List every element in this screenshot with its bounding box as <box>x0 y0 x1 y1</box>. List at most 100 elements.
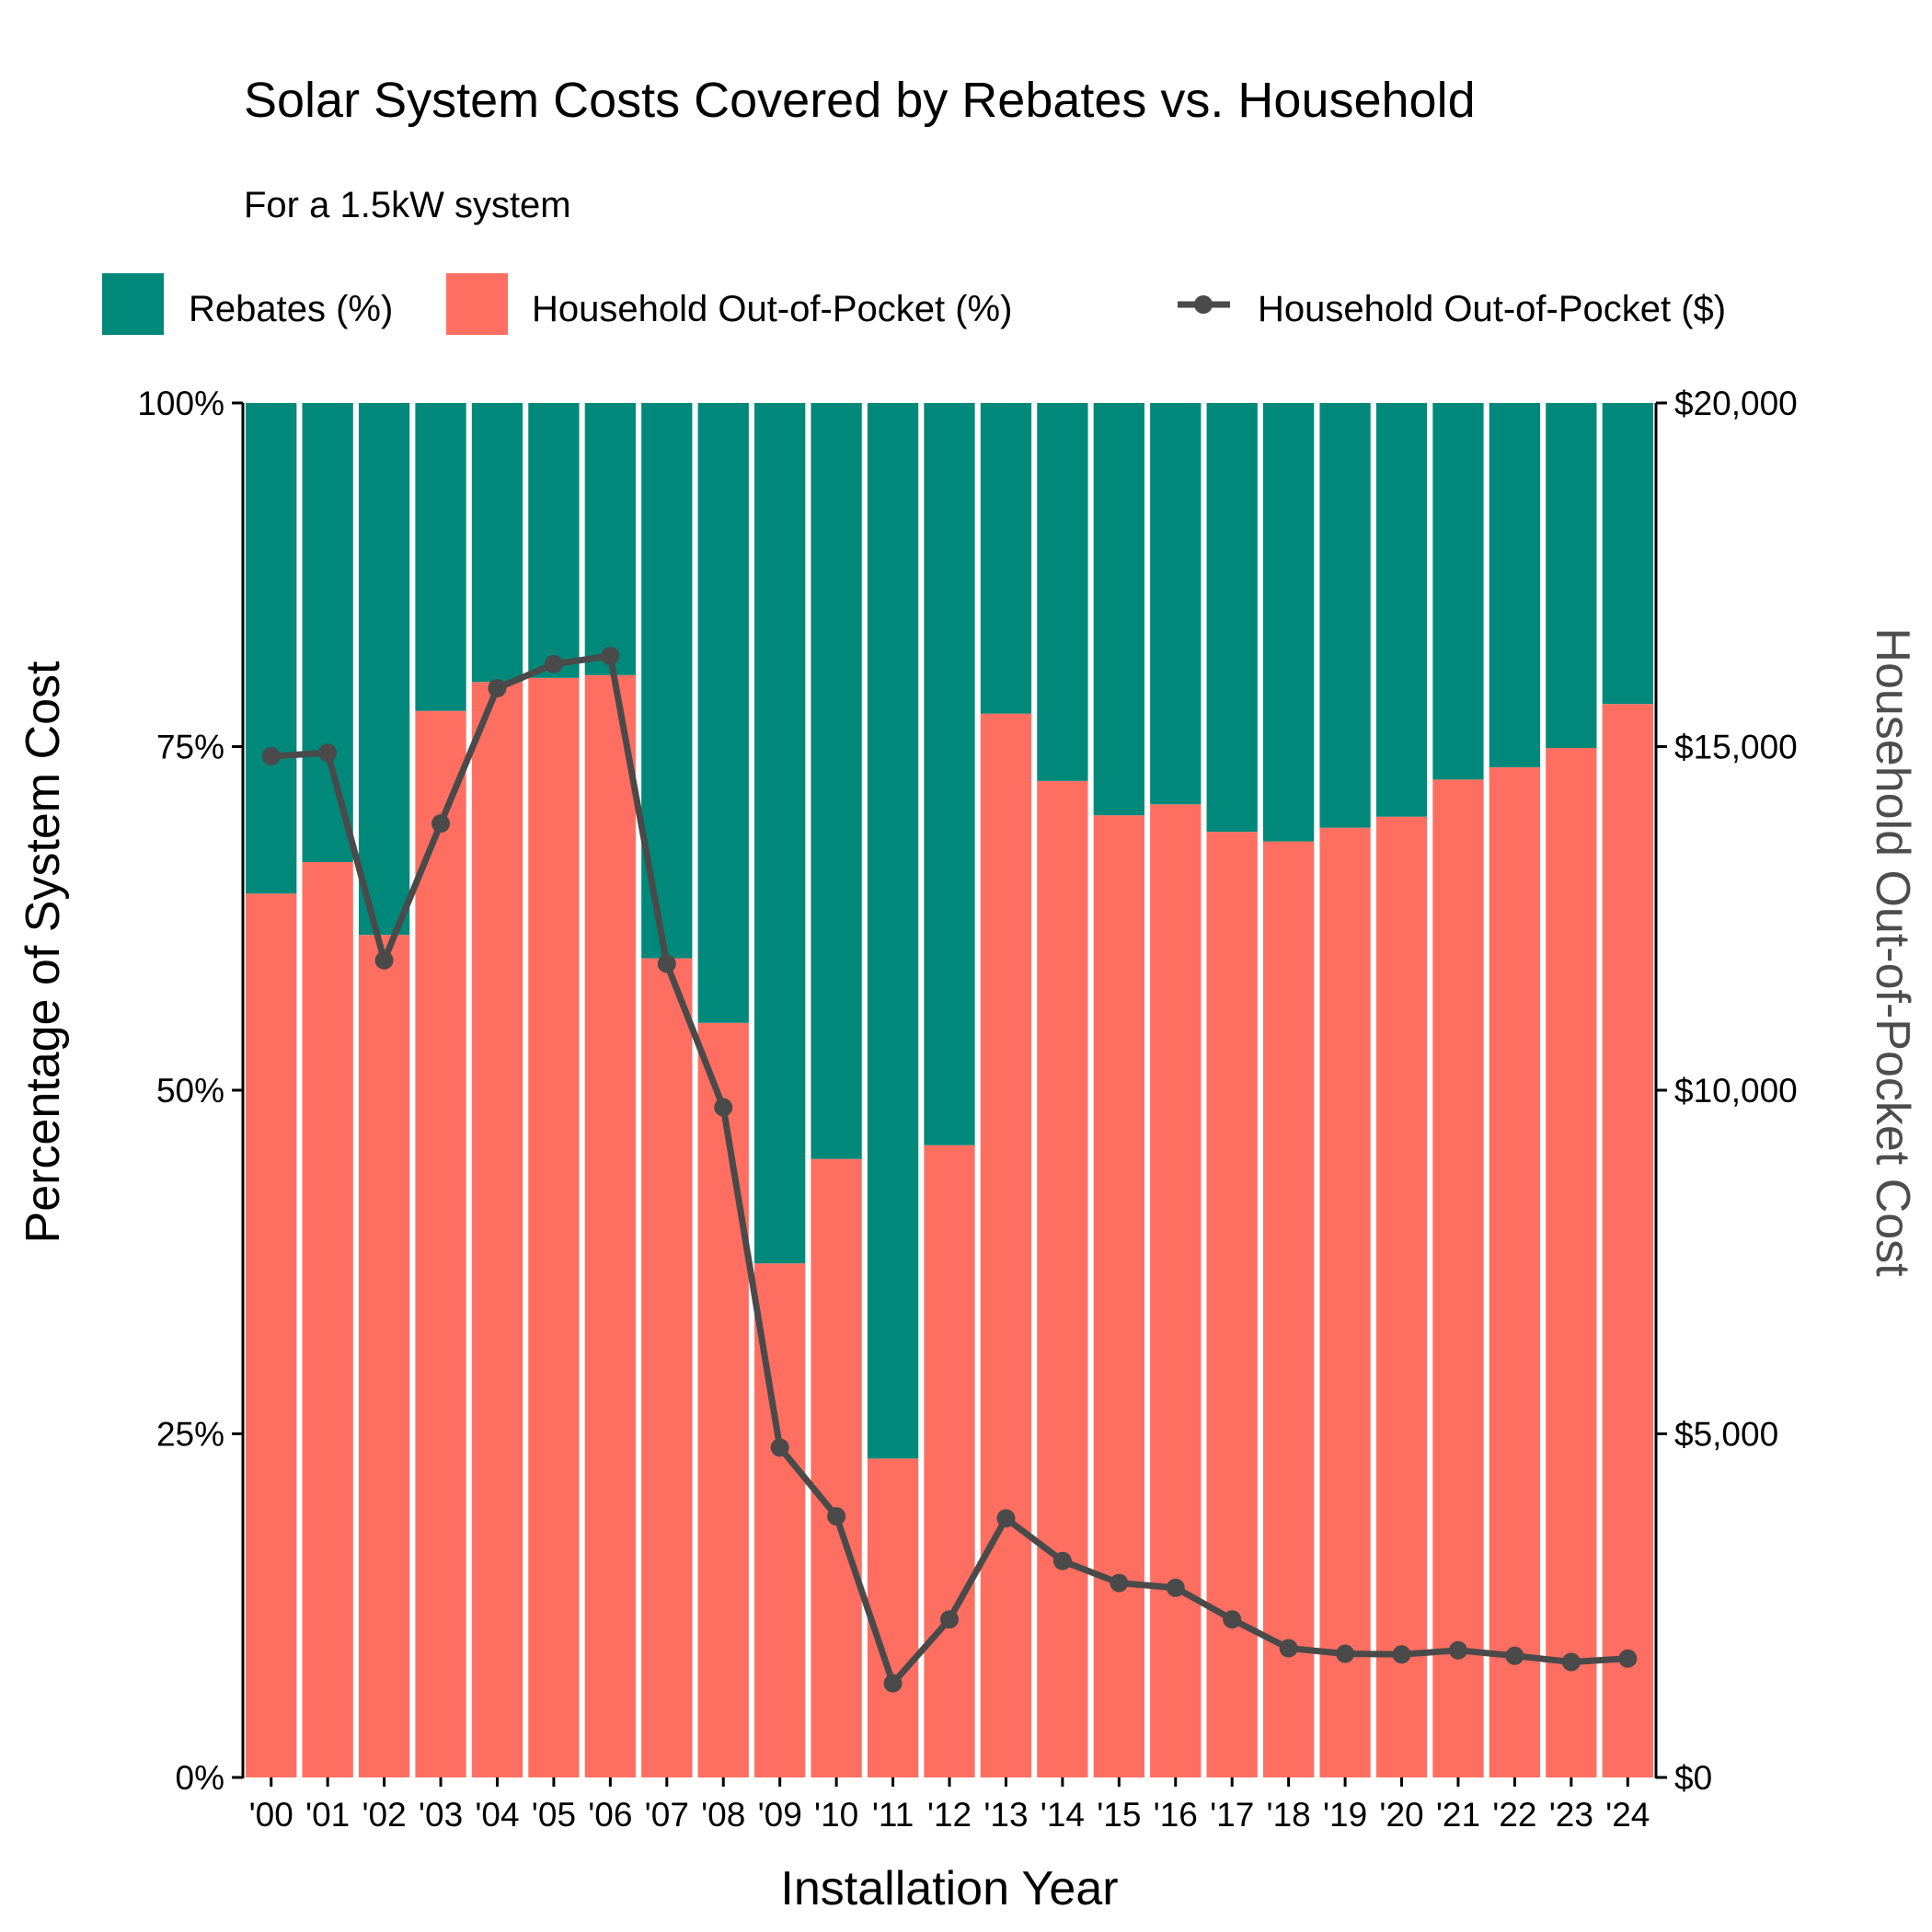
bar-rebates <box>528 403 580 678</box>
legend-label-household-dollar: Household Out-of-Pocket ($) <box>1258 289 1726 329</box>
bar-rebates <box>924 403 975 1145</box>
bar-household-pct <box>1319 827 1371 1777</box>
point-household-dollar <box>1561 1652 1581 1672</box>
point-household-dollar <box>488 679 507 698</box>
point-household-dollar <box>1223 1610 1242 1629</box>
y-tick-label: 50% <box>156 1072 224 1110</box>
x-tick-label: '09 <box>758 1796 802 1834</box>
x-tick-label: '23 <box>1549 1796 1593 1834</box>
bar-rebates <box>246 403 297 894</box>
y-right-tick-label: $0 <box>1674 1759 1712 1797</box>
x-tick-label: '08 <box>701 1796 745 1834</box>
bar-household-pct <box>1093 815 1144 1778</box>
point-household-dollar <box>1166 1578 1185 1597</box>
bar-rebates <box>1262 403 1315 842</box>
point-household-dollar <box>996 1509 1016 1528</box>
point-household-dollar <box>374 950 394 970</box>
bar-rebates <box>1319 403 1371 828</box>
bar-rebates <box>754 403 806 1264</box>
bar-household-pct <box>1150 804 1202 1777</box>
x-tick-label: '15 <box>1097 1796 1141 1834</box>
chart-subtitle: For a 1.5kW system <box>244 185 571 225</box>
legend-swatch-rebates <box>102 273 164 335</box>
bar-household-pct <box>584 674 637 1777</box>
x-tick-label: '03 <box>419 1796 463 1834</box>
y-tick-label: 0% <box>176 1759 224 1797</box>
point-household-dollar <box>770 1438 789 1457</box>
point-household-dollar <box>318 743 338 763</box>
bar-rebates <box>867 403 919 1459</box>
x-tick-label: '16 <box>1154 1796 1198 1834</box>
bar-rebates <box>1206 403 1258 833</box>
bar-household-pct <box>302 861 353 1777</box>
bar-rebates <box>1489 403 1541 767</box>
point-household-dollar <box>601 646 620 665</box>
point-household-dollar <box>940 1610 959 1629</box>
chart-title: Solar System Costs Covered by Rebates vs… <box>244 73 1476 128</box>
point-household-dollar <box>1618 1649 1638 1668</box>
point-household-dollar <box>1052 1551 1072 1570</box>
bar-household-pct <box>1546 747 1597 1777</box>
point-household-dollar <box>714 1098 733 1117</box>
legend-swatch-household-pct <box>446 273 508 335</box>
y-tick-label: 100% <box>137 385 224 422</box>
bar-household-pct <box>1037 780 1088 1777</box>
x-tick-label: '22 <box>1492 1796 1536 1834</box>
bar-household-pct <box>1602 704 1653 1777</box>
x-tick-label: '01 <box>305 1796 350 1834</box>
bar-household-pct <box>924 1144 975 1777</box>
x-tick-label: '02 <box>362 1796 406 1834</box>
y-axis-title: Percentage of System Cost <box>17 661 70 1244</box>
bar-household-pct <box>415 710 466 1777</box>
bar-rebates <box>415 403 466 711</box>
bar-rebates <box>1375 403 1428 817</box>
y-right-tick-label: $20,000 <box>1674 385 1798 422</box>
bar-rebates <box>471 403 523 683</box>
point-household-dollar <box>827 1507 846 1526</box>
x-tick-label: '07 <box>645 1796 689 1834</box>
y-tick-label: 75% <box>156 729 224 766</box>
legend-label-rebates: Rebates (%) <box>189 289 393 329</box>
point-household-dollar <box>261 746 281 765</box>
bar-household-pct <box>811 1158 862 1777</box>
x-tick-label: '20 <box>1379 1796 1423 1834</box>
bar-rebates <box>1546 403 1597 748</box>
bar-household-pct <box>1262 841 1315 1777</box>
x-tick-label: '04 <box>475 1796 519 1834</box>
x-tick-label: '17 <box>1210 1796 1254 1834</box>
bar-household-pct <box>697 1022 749 1777</box>
bar-household-pct <box>358 935 410 1777</box>
x-axis-title: Installation Year <box>780 1862 1118 1915</box>
bar-rebates <box>697 403 749 1023</box>
bar-household-pct <box>867 1458 919 1777</box>
bar-rebates <box>584 403 637 675</box>
legend-marker-household-dollar <box>1194 295 1213 314</box>
bar-rebates <box>1093 403 1144 816</box>
x-tick-label: '18 <box>1267 1796 1311 1834</box>
x-tick-label: '10 <box>814 1796 858 1834</box>
point-household-dollar <box>431 814 451 834</box>
x-tick-label: '11 <box>872 1796 914 1834</box>
x-tick-label: '21 <box>1436 1796 1480 1834</box>
x-tick-label: '06 <box>588 1796 632 1834</box>
bar-rebates <box>1602 403 1653 705</box>
x-tick-label: '24 <box>1605 1796 1650 1834</box>
x-tick-label: '05 <box>532 1796 576 1834</box>
bar-household-pct <box>641 958 693 1777</box>
plot-area: 0% 25% 50% 75% 100% $0 $5,000 $10,000 $15,000 $20… <box>137 385 1797 1834</box>
bar-household-pct <box>1489 766 1541 1778</box>
y-tick-label: 25% <box>156 1416 224 1454</box>
bar-rebates <box>358 403 410 936</box>
point-household-dollar <box>1110 1573 1129 1593</box>
y-right-tick-label: $15,000 <box>1674 729 1798 766</box>
bar-rebates <box>811 403 862 1159</box>
bar-rebates <box>1037 403 1088 781</box>
y-right-tick-label: $5,000 <box>1674 1416 1778 1454</box>
x-tick-label: '19 <box>1323 1796 1367 1834</box>
point-household-dollar <box>883 1673 903 1693</box>
point-household-dollar <box>1392 1645 1411 1664</box>
legend-label-household-pct: Household Out-of-Pocket (%) <box>532 289 1012 329</box>
bar-household-pct <box>1206 832 1258 1778</box>
x-tick-label: '13 <box>983 1796 1028 1834</box>
